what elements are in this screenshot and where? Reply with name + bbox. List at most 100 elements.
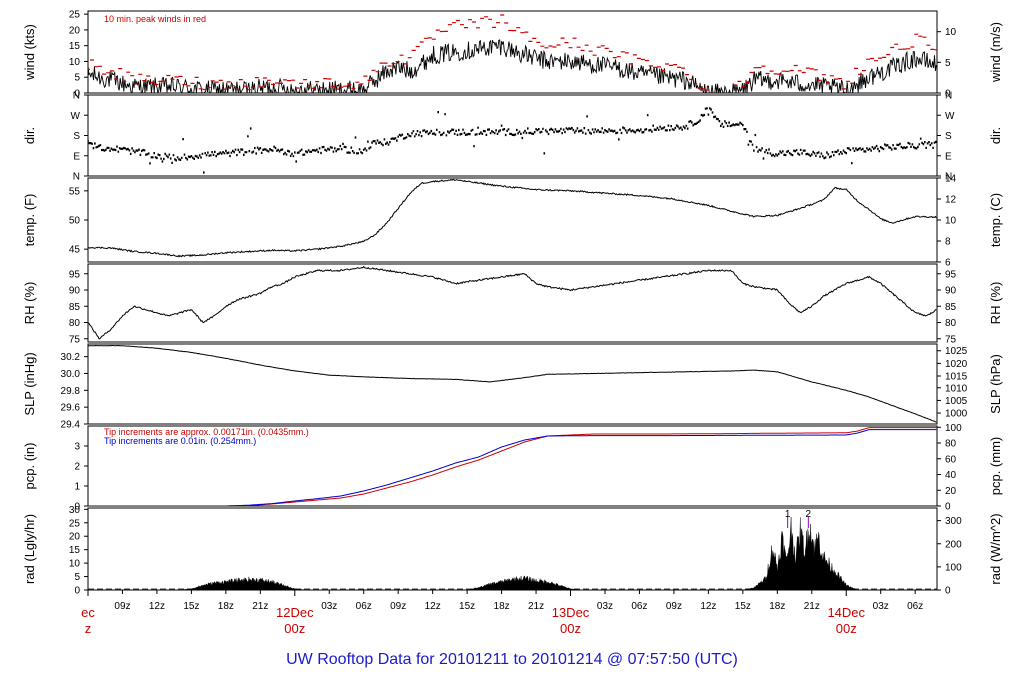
panel-temp-series	[88, 178, 937, 258]
time-tick-label: 09z	[666, 601, 682, 612]
panel-wind: 0 5 10 15 20 25 0 5 10 wind (kts) wind (m/s)	[22, 10, 1003, 100]
right-tick-label: 1005	[945, 396, 968, 407]
left-tick-label: 30	[69, 505, 81, 516]
left-tick-label: S	[73, 131, 80, 142]
panel-dir-series	[88, 107, 937, 174]
right-tick-label: N	[945, 172, 952, 183]
left-tick-label: 80	[69, 318, 81, 329]
left-tick-label: 15	[69, 41, 81, 52]
time-tick-label: 06z	[907, 601, 923, 612]
panel-slp-series	[88, 344, 937, 423]
time-tick-label: 15z	[183, 601, 199, 612]
day-label: ec	[81, 605, 95, 620]
time-tick-label: 21z	[804, 601, 820, 612]
left-tick-label: 2	[74, 462, 80, 473]
left-tick-label: 20	[69, 532, 81, 543]
pcp-tip-note-1: Tip increments are approx. 0.00171in. (0…	[104, 427, 309, 437]
y-axis-label-right: wind (m/s)	[988, 22, 1003, 83]
series-peak-winds	[88, 14, 937, 91]
left-tick-label: 95	[69, 269, 81, 280]
left-tick-label: 5	[74, 572, 80, 583]
y-axis-label-left: temp. (F)	[22, 194, 37, 247]
right-tick-label: 0	[945, 502, 951, 513]
panel-wind-frame	[87, 10, 938, 94]
time-tick-label: 18z	[218, 601, 234, 612]
right-tick-label: 100	[945, 423, 962, 434]
day-time-label: z	[85, 621, 92, 636]
right-tick-label: S	[945, 131, 952, 142]
right-tick-label: 40	[945, 470, 957, 481]
right-tick-label: 6	[945, 258, 951, 269]
right-tick-label: 12	[945, 195, 957, 206]
chart-footer-title: UW Rooftop Data for 20101211 to 20101214…	[286, 651, 738, 668]
panel-rad-series	[88, 516, 937, 590]
right-tick-label: 0	[945, 586, 951, 597]
time-tick-label: 03z	[597, 601, 613, 612]
left-tick-label: 55	[69, 186, 81, 197]
left-tick-label: W	[71, 111, 81, 122]
time-tick-label: 06z	[631, 601, 647, 612]
day-label: 13Dec	[552, 605, 590, 620]
right-tick-label: 1000	[945, 409, 968, 420]
right-tick-label: 1015	[945, 372, 968, 383]
left-tick-label: 10	[69, 559, 81, 570]
time-tick-label: 15z	[735, 601, 751, 612]
right-tick-label: 5	[945, 58, 951, 69]
panel-temp: 45 50 55 6 8 10 12 14 temp. (F) temp. (C)	[22, 174, 1003, 269]
day-label: 12Dec	[276, 605, 314, 620]
time-tick-label: 12z	[700, 601, 716, 612]
left-tick-label: 45	[69, 245, 81, 256]
right-tick-label: 10	[945, 27, 957, 38]
panel-wind-series	[88, 14, 937, 93]
left-tick-label: 0	[74, 502, 80, 513]
right-tick-label: 75	[945, 334, 957, 345]
panel-temp-frame	[87, 177, 938, 263]
right-tick-label: 1010	[945, 383, 968, 394]
right-tick-label: 90	[945, 286, 957, 297]
left-tick-label: 29.4	[61, 420, 81, 431]
right-tick-label: 60	[945, 454, 957, 465]
right-tick-label: 1020	[945, 359, 968, 370]
time-tick-label: 03z	[321, 601, 337, 612]
y-axis-label-right: rad (W/m^2)	[988, 513, 1003, 584]
left-tick-label: 10	[69, 57, 81, 68]
pcp-tip-note-2: Tip increments are 0.01in. (0.254mm.)	[104, 436, 256, 446]
day-time-label: 00z	[284, 621, 305, 636]
right-tick-label: 20	[945, 486, 957, 497]
series-sea-level-pressure	[88, 344, 937, 423]
panel-slp-frame	[87, 343, 938, 425]
right-tick-label: 95	[945, 269, 957, 280]
time-tick-label: 21z	[528, 601, 544, 612]
left-tick-label: 1	[74, 482, 80, 493]
y-axis-label-right: pcp. (mm)	[988, 437, 1003, 496]
right-tick-label: 85	[945, 302, 957, 313]
right-tick-label: 0	[945, 89, 951, 100]
y-axis-label-left: pcp. (in)	[22, 443, 37, 490]
left-tick-label: 25	[69, 10, 81, 21]
day-time-label: 00z	[836, 621, 857, 636]
y-axis-label-left: RH (%)	[22, 282, 37, 325]
series-wind-direction	[88, 107, 937, 174]
left-tick-label: 15	[69, 545, 81, 556]
right-tick-label: 100	[945, 562, 962, 573]
left-tick-label: N	[73, 91, 80, 102]
left-tick-label: 29.8	[61, 386, 81, 397]
right-tick-label: 300	[945, 516, 962, 527]
y-axis-label-right: temp. (C)	[988, 193, 1003, 247]
left-tick-label: 50	[69, 216, 81, 227]
left-tick-label: N	[73, 172, 80, 183]
right-tick-label: N	[945, 91, 952, 102]
time-tick-label: 09z	[390, 601, 406, 612]
time-tick-label: 12z	[149, 601, 165, 612]
panel-rh-frame	[87, 263, 938, 343]
right-tick-label: 14	[945, 174, 957, 185]
time-tick-label: 03z	[873, 601, 889, 612]
left-tick-label: 29.6	[61, 403, 81, 414]
series-relative-humidity	[88, 265, 937, 340]
y-axis-label-left: wind (kts)	[22, 24, 37, 81]
time-tick-label: 15z	[459, 601, 475, 612]
right-tick-label: 10	[945, 216, 957, 227]
right-tick-label: 80	[945, 318, 957, 329]
